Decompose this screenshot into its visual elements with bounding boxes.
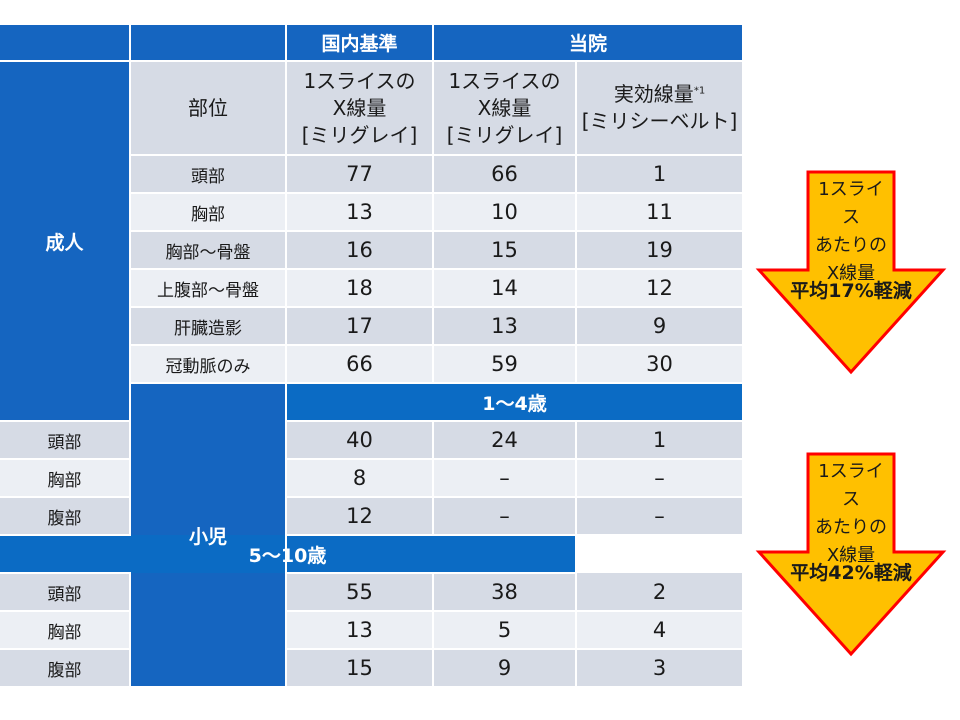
table-row: 腹部 15 9 3 [0,649,745,688]
cell-hospital: 14 [433,269,577,308]
cell-effective: 30 [576,345,745,384]
column-header-row: 成人 部位 1スライスの X線量 [ミリグレイ] 1スライスの X線量 [ミリグ… [0,61,745,422]
top-header-row: 国内基準 当院 [0,25,745,62]
col-header-line: [ミリグレイ] [301,122,418,147]
cell-effective: 2 [576,573,745,612]
col-header-line: X線量 [477,95,532,120]
cell-effective: – [576,459,745,498]
col-header-line: 1スライスの [303,68,416,93]
table-row: 頭部 77 66 1 [0,155,745,194]
reduction-callout-child: 1スライス あたりの X線量 平均42%軽減 [755,452,947,657]
cell-national: 18 [286,269,434,308]
cell-part: 頭部 [130,155,287,194]
col-header-line: 実効線量 [613,82,694,106]
cell-hospital: 5 [433,611,577,650]
cell-effective: 12 [576,269,745,308]
col-header-line: X線量 [332,95,387,120]
col-header-line: [ミリグレイ] [446,122,563,147]
cell-effective: – [576,497,745,536]
header-blank-part [130,25,287,62]
reduction-callout-adult: 1スライス あたりの X線量 平均17%軽減 [755,170,947,375]
cell-national: 77 [286,155,434,194]
table-row: 腹部 12 – – [0,497,745,536]
cell-part: 胸部～骨盤 [130,231,287,270]
table-row: 胸部 13 5 4 [0,611,745,650]
cell-national: 66 [286,345,434,384]
callout-line: あたりの [815,517,887,538]
cell-national: 12 [286,497,434,536]
cell-part: 腹部 [0,649,131,688]
cell-part: 胸部 [0,459,131,498]
cell-part: 頭部 [0,421,131,460]
cell-hospital: – [433,459,577,498]
cell-effective: 11 [576,193,745,232]
cell-part: 腹部 [0,497,131,536]
header-blank-category [0,25,131,62]
table-row: 上腹部～骨盤 18 14 12 [0,269,745,308]
callout-line: X線量 [826,263,876,284]
col-header-line: 1スライスの [448,68,561,93]
cell-national: 16 [286,231,434,270]
cell-hospital: 66 [433,155,577,194]
table-row: 頭部 55 38 2 [0,573,745,612]
header-national-standard: 国内基準 [286,25,434,62]
cell-hospital: 15 [433,231,577,270]
callout-line: 1スライス [818,179,884,228]
cell-part: 肝臓造影 [130,307,287,346]
cell-national: 13 [286,611,434,650]
cell-effective: 19 [576,231,745,270]
table-row: 胸部 13 10 11 [0,193,745,232]
cell-part: 胸部 [0,611,131,650]
cell-effective: 9 [576,307,745,346]
cell-hospital: 38 [433,573,577,612]
age-band-5-10: 5～10歳 [0,535,577,574]
cell-hospital: 13 [433,307,577,346]
cell-hospital: 24 [433,421,577,460]
table-row: 肝臓造影 17 13 9 [0,307,745,346]
callout-line: X線量 [826,545,876,566]
cell-part: 上腹部～骨盤 [130,269,287,308]
col-header-part: 部位 [130,61,287,156]
cell-part: 頭部 [0,573,131,612]
cell-national: 17 [286,307,434,346]
cell-national: 40 [286,421,434,460]
table-row: 胸部～骨盤 16 15 19 [0,231,745,270]
cell-hospital: 59 [433,345,577,384]
cell-effective: 1 [576,421,745,460]
age-band-1-4: 1～4歳 [286,383,745,422]
cell-part: 胸部 [130,193,287,232]
cell-effective: 3 [576,649,745,688]
col-header-hospital-dose: 1スライスの X線量 [ミリグレイ] [433,61,577,156]
callout-line: 1スライス [818,461,884,510]
cell-effective: 4 [576,611,745,650]
cell-hospital: – [433,497,577,536]
callout-reduction: 平均42%軽減 [790,562,912,584]
col-header-line: [ミリシーベルト] [581,109,738,133]
cell-part: 冠動脈のみ [130,345,287,384]
callout-reduction: 平均17%軽減 [790,280,912,302]
callout-text: 1スライス あたりの X線量 [811,176,891,288]
cell-national: 8 [286,459,434,498]
group-label-adult: 成人 [0,61,131,422]
col-header-national-dose: 1スライスの X線量 [ミリグレイ] [286,61,434,156]
cell-hospital: 9 [433,649,577,688]
footnote-marker: *1 [693,85,706,97]
callout-line: あたりの [815,235,887,256]
down-arrow-icon [755,170,947,375]
cell-national: 55 [286,573,434,612]
table-row: 頭部 40 24 1 [0,421,745,460]
dose-table: 国内基準 当院 成人 部位 1スライスの X線量 [ミリグレイ] 1スライスの … [0,25,745,688]
header-our-hospital: 当院 [433,25,745,62]
age-band-row: 5～10歳 [0,535,743,574]
table-row: 冠動脈のみ 66 59 30 [0,345,745,384]
cell-hospital: 10 [433,193,577,232]
cell-national: 15 [286,649,434,688]
col-header-effective-dose: 実効線量*1 [ミリシーベルト] [576,61,745,156]
callout-text: 1スライス あたりの X線量 [811,458,891,570]
cell-national: 13 [286,193,434,232]
cell-effective: 1 [576,155,745,194]
table-row: 胸部 8 – – [0,459,745,498]
down-arrow-icon [755,452,947,657]
